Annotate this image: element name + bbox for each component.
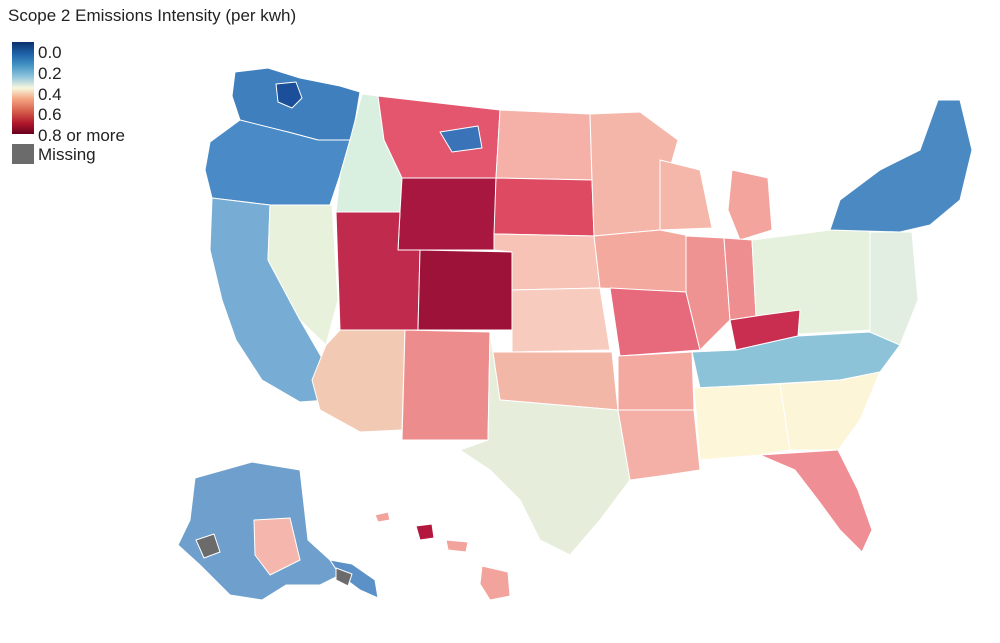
region-missouri — [609, 287, 701, 357]
region-wyoming — [397, 177, 497, 251]
region-hawaii-oahu — [415, 523, 435, 541]
region-north-dakota — [495, 109, 593, 181]
legend-tick-0: 0.0 — [38, 43, 62, 62]
region-arkansas — [617, 351, 695, 411]
region-alaska-south — [253, 517, 301, 576]
region-illinois — [685, 235, 731, 351]
legend-tick-1: 0.2 — [38, 64, 62, 83]
legend-color-ramp — [12, 42, 34, 134]
region-hawaii-kauai — [374, 511, 391, 523]
region-south-dakota — [493, 177, 595, 237]
legend-missing-swatch — [12, 144, 34, 164]
region-kansas — [511, 287, 611, 353]
region-wisconsin — [659, 159, 713, 231]
region-iowa — [593, 229, 691, 293]
map-title: Scope 2 Emissions Intensity (per kwh) — [8, 6, 297, 25]
region-mid-atlantic — [869, 231, 919, 346]
region-colorado — [417, 249, 513, 331]
region-kentucky — [729, 309, 801, 351]
region-montana — [377, 95, 501, 179]
region-texas — [459, 331, 631, 556]
region-seattle-dark — [275, 81, 303, 109]
region-louisiana — [617, 409, 701, 481]
region-alaska-missing-west — [195, 533, 221, 559]
legend-tick-2: 0.4 — [38, 85, 62, 104]
region-hawaii-big-island — [479, 565, 511, 601]
legend-missing-label: Missing — [38, 145, 96, 164]
region-michigan — [727, 169, 773, 241]
region-florida — [759, 449, 873, 553]
region-montana-blue — [439, 125, 483, 153]
region-northeast — [829, 99, 973, 233]
region-arizona — [311, 329, 406, 433]
region-mississippi-alabama — [693, 383, 791, 461]
legend-tick-4: 0.8 or more — [38, 126, 125, 145]
region-alaska-missing-panhandle — [335, 567, 353, 587]
region-new-mexico — [401, 329, 491, 441]
legend-tick-3: 0.6 — [38, 105, 62, 124]
region-hawaii-maui — [445, 539, 469, 553]
region-georgia-carolinas — [779, 371, 881, 451]
region-indiana — [723, 237, 757, 321]
